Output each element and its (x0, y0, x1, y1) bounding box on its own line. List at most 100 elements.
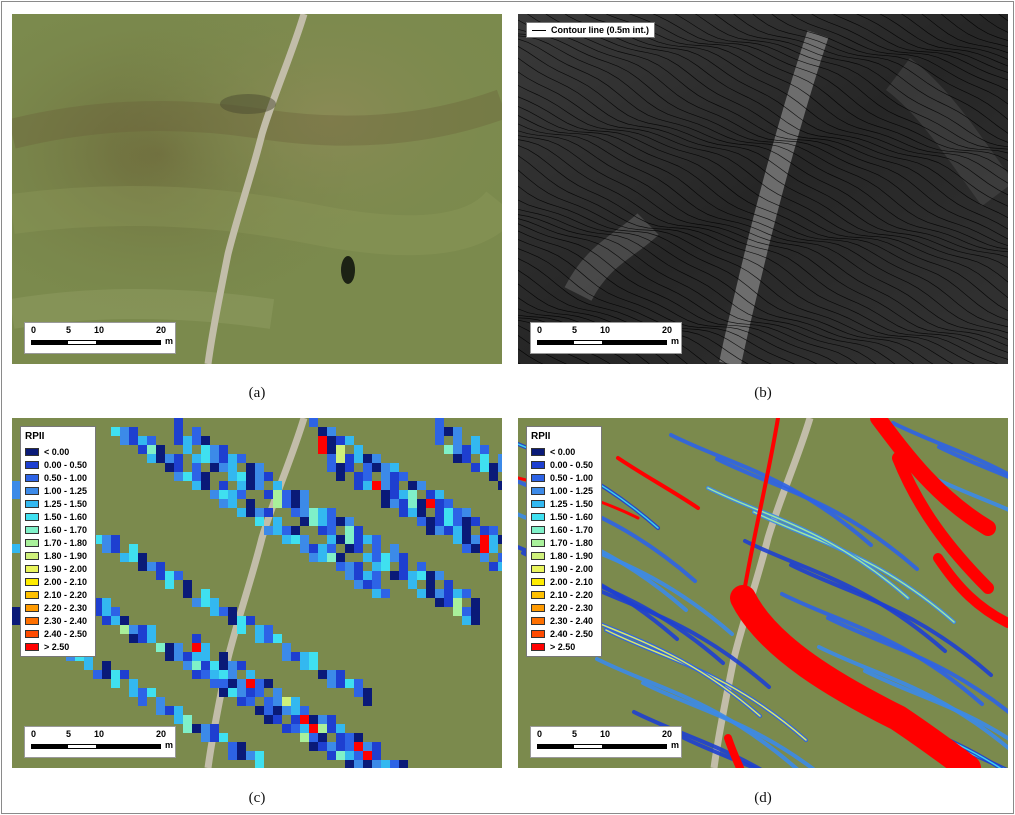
legend-swatch (25, 473, 39, 482)
legend-swatch (531, 473, 545, 482)
scale-tick-5: 5 (572, 325, 578, 335)
legend-item: < 0.00 (531, 445, 597, 458)
legend-item: > 2.50 (531, 640, 597, 653)
legend-item: 2.20 - 2.30 (531, 601, 597, 614)
contour-legend-label: Contour line (0.5m int.) (551, 25, 649, 35)
legend-swatch (25, 447, 39, 456)
legend-item: 2.10 - 2.20 (531, 588, 597, 601)
rpii-coarse-panel: RPII < 0.00 0.00 - 0.50 0.50 - 1.00 1.00 - … (12, 418, 502, 768)
legend-label: 2.00 - 2.10 (44, 576, 88, 587)
legend-swatch (25, 590, 39, 599)
scale-tick-10: 10 (94, 325, 105, 335)
scale-tick-0: 0 (537, 729, 543, 739)
scale-bar: 0 5 10 20 m (24, 322, 176, 354)
legend-swatch (25, 499, 39, 508)
legend-label: 1.00 - 1.25 (44, 485, 88, 496)
legend-swatch (531, 447, 545, 456)
legend-swatch (531, 577, 545, 586)
legend-label: < 0.00 (550, 446, 576, 457)
legend-label: 1.50 - 1.60 (44, 511, 88, 522)
scale-tick-20: 20 (156, 325, 167, 335)
caption-b: (b) (754, 385, 772, 401)
scale-tick-5: 5 (66, 325, 72, 335)
legend-item: < 0.00 (25, 445, 91, 458)
legend-item: 1.80 - 1.90 (25, 549, 91, 562)
legend-label: > 2.50 (44, 641, 70, 652)
legend-swatch (531, 460, 545, 469)
legend-swatch (531, 525, 545, 534)
scale-tick-10: 10 (600, 729, 611, 739)
legend-label: 2.10 - 2.20 (550, 589, 594, 600)
legend-label: 1.25 - 1.50 (550, 498, 594, 509)
caption-a: (a) (248, 385, 266, 401)
caption-c: (c) (248, 790, 266, 806)
legend-swatch (531, 629, 545, 638)
legend-item: 1.25 - 1.50 (25, 497, 91, 510)
legend-swatch (531, 499, 545, 508)
legend-item: 1.50 - 1.60 (531, 510, 597, 523)
orthophoto-image (12, 14, 502, 364)
legend-item: 1.90 - 2.00 (25, 562, 91, 575)
legend-item: 1.70 - 1.80 (25, 536, 91, 549)
legend-swatch (25, 564, 39, 573)
scale-bar: 0 5 10 20 m (24, 726, 176, 758)
hillshade-panel: Contour line (0.5m int.) 0 5 10 20 m (518, 14, 1008, 364)
scale-unit: m (671, 740, 680, 750)
legend-item: 1.60 - 1.70 (25, 523, 91, 536)
caption-d: (d) (754, 790, 772, 806)
legend-item: 2.10 - 2.20 (25, 588, 91, 601)
legend-label: 2.10 - 2.20 (44, 589, 88, 600)
legend-swatch (531, 486, 545, 495)
scale-tick-0: 0 (31, 729, 37, 739)
legend-swatch (531, 590, 545, 599)
scale-tick-5: 5 (66, 729, 72, 739)
legend-swatch (531, 551, 545, 560)
legend-swatch (25, 616, 39, 625)
legend-swatch (25, 512, 39, 521)
orthophoto-panel: 0 5 10 20 m (12, 14, 502, 364)
legend-swatch (25, 525, 39, 534)
legend-label: 1.70 - 1.80 (550, 537, 594, 548)
legend-item: 2.40 - 2.50 (25, 627, 91, 640)
legend-swatch (25, 486, 39, 495)
legend-item: 1.00 - 1.25 (25, 484, 91, 497)
legend-item: 0.50 - 1.00 (531, 471, 597, 484)
scale-tick-10: 10 (600, 325, 611, 335)
legend-item: 2.30 - 2.40 (25, 614, 91, 627)
legend-item: > 2.50 (25, 640, 91, 653)
legend-item: 1.00 - 1.25 (531, 484, 597, 497)
legend-swatch (531, 642, 545, 651)
legend-label: > 2.50 (550, 641, 576, 652)
legend-swatch (25, 551, 39, 560)
scale-tick-0: 0 (31, 325, 37, 335)
legend-item: 2.30 - 2.40 (531, 614, 597, 627)
scale-tick-20: 20 (662, 729, 673, 739)
legend-item: 1.90 - 2.00 (531, 562, 597, 575)
legend-title: RPII (531, 431, 551, 442)
legend-label: 1.90 - 2.00 (44, 563, 88, 574)
legend-item: 2.40 - 2.50 (531, 627, 597, 640)
legend-swatch (531, 564, 545, 573)
legend-item: 2.20 - 2.30 (25, 601, 91, 614)
legend-label: 2.40 - 2.50 (44, 628, 88, 639)
legend-swatch (25, 538, 39, 547)
legend-swatch (531, 512, 545, 521)
legend-label: 1.70 - 1.80 (44, 537, 88, 548)
legend-label: 1.90 - 2.00 (550, 563, 594, 574)
scale-unit: m (165, 336, 174, 346)
rpii-legend: RPII < 0.00 0.00 - 0.50 0.50 - 1.00 1.00 - … (20, 426, 96, 657)
scale-tick-20: 20 (662, 325, 673, 335)
legend-swatch (25, 642, 39, 651)
legend-item: 2.00 - 2.10 (531, 575, 597, 588)
scale-bar: 0 5 10 20 m (530, 322, 682, 354)
legend-label: 2.20 - 2.30 (44, 602, 88, 613)
legend-label: 0.50 - 1.00 (550, 472, 594, 483)
legend-label: 1.80 - 1.90 (550, 550, 594, 561)
legend-item: 1.25 - 1.50 (531, 497, 597, 510)
scale-unit: m (671, 336, 680, 346)
contour-line-symbol (532, 29, 546, 31)
scale-tick-10: 10 (94, 729, 105, 739)
rpii-fine-panel: RPII < 0.00 0.00 - 0.50 0.50 - 1.00 1.00 - … (518, 418, 1008, 768)
legend-label: 1.60 - 1.70 (550, 524, 594, 535)
